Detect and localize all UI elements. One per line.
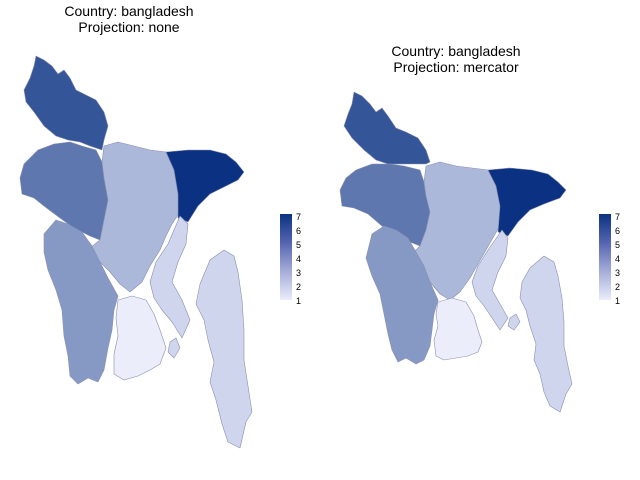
region-khulna <box>43 219 119 385</box>
legend-tick-label: 3 <box>296 268 302 278</box>
legend-tick-label: 4 <box>615 254 621 264</box>
legend-tick-label: 6 <box>615 226 621 236</box>
legend-tick-label: 2 <box>296 282 302 292</box>
region-chittagong <box>149 215 253 449</box>
region-barisal <box>433 297 483 361</box>
legend-tick-label: 2 <box>615 282 621 292</box>
legend-tick-label: 1 <box>296 296 302 306</box>
legend-tick-label: 4 <box>296 254 302 264</box>
island <box>507 313 521 331</box>
region-sylhet <box>165 149 245 223</box>
title-country: Country: bangladesh <box>64 3 194 19</box>
region-khulna <box>365 225 439 365</box>
legend-tick-label: 3 <box>615 268 621 278</box>
legend-tick-label: 5 <box>615 240 621 250</box>
color-legend: 7 6 5 4 3 2 1 <box>599 212 640 314</box>
legend-color-bar <box>280 214 292 300</box>
panel-title-none: Country: bangladesh Projection: none <box>0 3 279 35</box>
panel-title-mercator: Country: bangladesh Projection: mercator <box>306 43 606 75</box>
title-projection: Projection: mercator <box>393 59 519 75</box>
color-legend: 7 6 5 4 3 2 1 <box>280 212 340 314</box>
legend-tick-label: 1 <box>615 296 621 306</box>
region-barisal <box>113 295 167 381</box>
title-projection: Projection: none <box>78 19 180 35</box>
legend-tick-label: 7 <box>615 212 621 222</box>
island <box>167 337 181 359</box>
region-chittagong <box>471 229 573 413</box>
region-dhaka <box>89 141 181 293</box>
legend-tick-label: 6 <box>296 226 302 236</box>
region-dhaka <box>409 161 503 301</box>
region-rangpur <box>343 91 431 165</box>
region-rangpur <box>23 55 109 151</box>
legend-tick-label: 7 <box>296 212 302 222</box>
legend-tick-label: 5 <box>296 240 302 250</box>
region-sylhet <box>487 167 567 237</box>
title-country: Country: bangladesh <box>391 43 521 59</box>
legend-color-bar <box>599 214 611 300</box>
